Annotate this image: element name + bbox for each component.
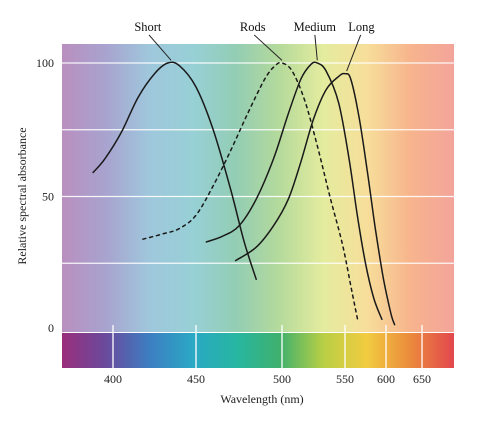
absorbance-curves <box>92 61 396 326</box>
curve-rods <box>142 61 359 323</box>
x-tick-label: 600 <box>377 372 395 386</box>
y-axis-label: Relative spectral absorbance <box>15 127 29 264</box>
wavelength-color-bar <box>62 333 454 368</box>
y-tick-label: 50 <box>42 190 54 204</box>
label-long: Long <box>348 20 375 34</box>
spectrum-background <box>62 44 454 332</box>
leader-line-short <box>148 34 172 61</box>
x-tick-label: 450 <box>187 372 205 386</box>
x-tick-label: 550 <box>336 372 354 386</box>
gridlines <box>62 62 454 264</box>
x-axis-ticks: 400 450 500 550 600 650 <box>104 325 431 386</box>
x-tick-label: 650 <box>413 372 431 386</box>
y-axis-ticks: 0 50 100 <box>36 56 54 335</box>
x-axis-label: Wavelength (nm) <box>220 392 303 406</box>
x-tick-label: 500 <box>273 372 291 386</box>
curve-medium <box>205 61 383 321</box>
label-short: Short <box>134 20 162 34</box>
x-tick-label: 400 <box>104 372 122 386</box>
curve-long <box>234 72 396 326</box>
leader-line-long <box>346 34 362 72</box>
y-tick-label: 100 <box>36 56 54 70</box>
y-tick-label: 0 <box>48 321 54 335</box>
plot-area <box>62 44 454 332</box>
spectrum-bar <box>62 333 454 368</box>
leader-line-rods <box>253 34 283 61</box>
curve-short <box>92 61 257 281</box>
curve-labels: Short Rods Medium Long <box>134 20 375 72</box>
label-rods: Rods <box>240 20 266 34</box>
label-medium: Medium <box>294 20 337 34</box>
leader-line-medium <box>314 34 318 61</box>
